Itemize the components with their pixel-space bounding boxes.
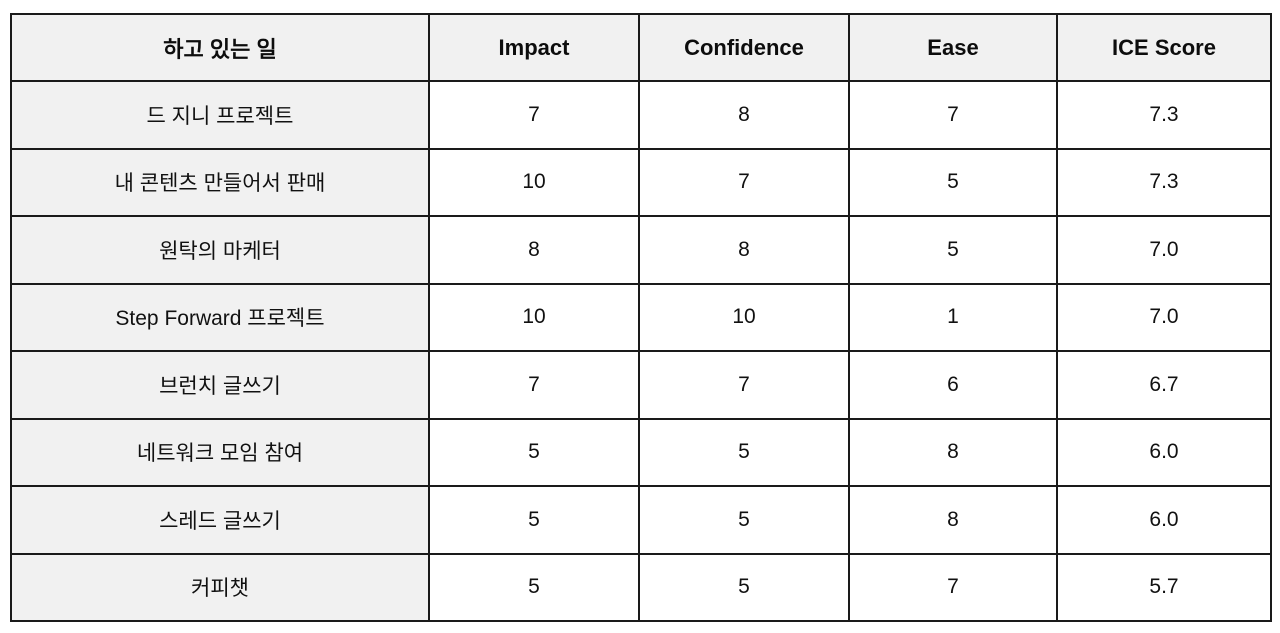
- column-header-task: 하고 있는 일: [10, 13, 430, 82]
- ease-cell: 8: [848, 417, 1058, 487]
- confidence-cell: 8: [638, 80, 850, 150]
- ease-cell: 8: [848, 485, 1058, 555]
- ice-cell: 6.7: [1056, 350, 1272, 420]
- ease-cell: 7: [848, 552, 1058, 622]
- impact-cell: 5: [428, 485, 640, 555]
- ice-cell: 7.3: [1056, 80, 1272, 150]
- task-cell: 원탁의 마케터: [10, 215, 430, 285]
- table-row: 원탁의 마케터 8 8 5 7.0: [10, 215, 1272, 285]
- table-row: 브런치 글쓰기 7 7 6 6.7: [10, 350, 1272, 420]
- confidence-cell: 7: [638, 147, 850, 217]
- ease-cell: 7: [848, 80, 1058, 150]
- confidence-cell: 10: [638, 282, 850, 352]
- confidence-cell: 8: [638, 215, 850, 285]
- impact-cell: 8: [428, 215, 640, 285]
- table-header-row: 하고 있는 일 Impact Confidence Ease ICE Score: [10, 13, 1272, 82]
- ice-cell: 7.3: [1056, 147, 1272, 217]
- ice-cell: 6.0: [1056, 485, 1272, 555]
- ease-cell: 5: [848, 147, 1058, 217]
- table-row: Step Forward 프로젝트 10 10 1 7.0: [10, 282, 1272, 352]
- impact-cell: 10: [428, 147, 640, 217]
- task-cell: 커피챗: [10, 552, 430, 622]
- task-cell: 브런치 글쓰기: [10, 350, 430, 420]
- ice-cell: 7.0: [1056, 282, 1272, 352]
- impact-cell: 7: [428, 350, 640, 420]
- task-cell: 네트워크 모임 참여: [10, 417, 430, 487]
- task-cell: 내 콘텐츠 만들어서 판매: [10, 147, 430, 217]
- impact-cell: 5: [428, 417, 640, 487]
- impact-cell: 7: [428, 80, 640, 150]
- table-row: 내 콘텐츠 만들어서 판매 10 7 5 7.3: [10, 147, 1272, 217]
- column-header-impact: Impact: [428, 13, 640, 82]
- table-row: 커피챗 5 5 7 5.7: [10, 552, 1272, 622]
- ease-cell: 1: [848, 282, 1058, 352]
- task-cell: 드 지니 프로젝트: [10, 80, 430, 150]
- ice-cell: 5.7: [1056, 552, 1272, 622]
- column-header-ice: ICE Score: [1056, 13, 1272, 82]
- task-cell: Step Forward 프로젝트: [10, 282, 430, 352]
- ease-cell: 6: [848, 350, 1058, 420]
- confidence-cell: 5: [638, 485, 850, 555]
- ease-cell: 5: [848, 215, 1058, 285]
- impact-cell: 10: [428, 282, 640, 352]
- confidence-cell: 5: [638, 552, 850, 622]
- confidence-cell: 7: [638, 350, 850, 420]
- table-row: 드 지니 프로젝트 7 8 7 7.3: [10, 80, 1272, 150]
- impact-cell: 5: [428, 552, 640, 622]
- ice-cell: 6.0: [1056, 417, 1272, 487]
- table-row: 스레드 글쓰기 5 5 8 6.0: [10, 485, 1272, 555]
- task-cell: 스레드 글쓰기: [10, 485, 430, 555]
- ice-cell: 7.0: [1056, 215, 1272, 285]
- column-header-ease: Ease: [848, 13, 1058, 82]
- ice-score-table: 하고 있는 일 Impact Confidence Ease ICE Score 드 지…: [10, 13, 1272, 622]
- column-header-confidence: Confidence: [638, 13, 850, 82]
- confidence-cell: 5: [638, 417, 850, 487]
- table-row: 네트워크 모임 참여 5 5 8 6.0: [10, 417, 1272, 487]
